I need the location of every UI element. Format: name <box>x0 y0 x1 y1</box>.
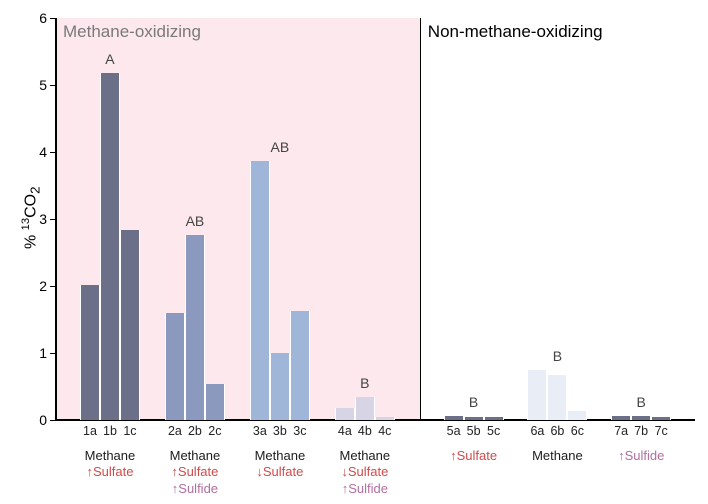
bar <box>270 353 290 420</box>
y-tick-label: 5 <box>27 77 47 93</box>
bar-category-label: 2b <box>188 424 202 438</box>
region-label-left: Methane-oxidizing <box>63 22 201 42</box>
bar-category-label: 1b <box>103 424 117 438</box>
y-tick <box>50 18 55 19</box>
bar <box>100 73 120 420</box>
bar <box>527 370 547 420</box>
group-stat-label: B <box>360 375 369 391</box>
group-desc-line: ↑Sulfide <box>340 481 391 497</box>
bar-category-label: 4b <box>358 424 372 438</box>
bar <box>80 285 100 420</box>
group-desc-line: ↑Sulfate <box>85 464 136 480</box>
y-tick-label: 4 <box>27 144 47 160</box>
y-tick-label: 0 <box>27 412 47 428</box>
bar <box>547 375 567 420</box>
bar <box>335 408 355 420</box>
y-tick-label: 1 <box>27 345 47 361</box>
bar-category-label: 7c <box>655 424 668 438</box>
group-desc-line: ↓Sulfate <box>255 464 306 480</box>
bar-category-label: 6a <box>530 424 544 438</box>
y-tick <box>50 353 55 354</box>
bar-category-label: 7a <box>614 424 628 438</box>
group-desc-line: Methane <box>532 448 583 464</box>
y-tick-label: 3 <box>27 211 47 227</box>
bar <box>567 411 587 420</box>
group-description: Methane↑Sulfate↑Sulfide <box>170 448 221 497</box>
y-axis-line <box>55 18 57 420</box>
group-description: Methane↓Sulfate↑Sulfide <box>340 448 391 497</box>
bar <box>185 235 205 420</box>
bar <box>120 230 140 420</box>
bar <box>631 416 651 420</box>
group-description: Methane <box>532 448 583 464</box>
bar-category-label: 5a <box>447 424 461 438</box>
bar-category-label: 3c <box>293 424 306 438</box>
bar-category-label: 6b <box>550 424 564 438</box>
bar-category-label: 2a <box>168 424 182 438</box>
y-tick <box>50 152 55 153</box>
bar <box>611 416 631 420</box>
bar-category-label: 5c <box>487 424 500 438</box>
group-desc-line: Methane <box>255 448 306 464</box>
bar-category-label: 3a <box>253 424 267 438</box>
bar-category-label: 3b <box>273 424 287 438</box>
bar-category-label: 1c <box>123 424 136 438</box>
group-stat-label: B <box>553 348 562 364</box>
bar <box>444 416 464 420</box>
group-description: Methane↓Sulfate <box>255 448 306 481</box>
bar-category-label: 1a <box>83 424 97 438</box>
y-tick <box>50 420 55 421</box>
y-tick <box>50 219 55 220</box>
group-description: ↑Sulfide <box>618 448 664 464</box>
bar <box>375 417 395 420</box>
bar <box>165 313 185 420</box>
bar <box>290 311 310 420</box>
y-tick <box>50 85 55 86</box>
group-stat-label: A <box>105 51 114 67</box>
bar <box>464 417 484 420</box>
group-description: Methane↑Sulfate <box>85 448 136 481</box>
bar <box>484 417 504 420</box>
y-tick-label: 6 <box>27 10 47 26</box>
group-desc-line: Methane <box>170 448 221 464</box>
group-desc-line: ↑Sulfate <box>450 448 497 464</box>
bar-category-label: 6c <box>571 424 584 438</box>
bar-category-label: 4a <box>338 424 352 438</box>
bar <box>205 384 225 420</box>
group-stat-label: B <box>637 394 646 410</box>
group-desc-line: ↓Sulfate <box>340 464 391 480</box>
group-stat-label: AB <box>271 139 290 155</box>
region-divider-line <box>420 18 422 420</box>
y-tick-label: 2 <box>27 278 47 294</box>
bar <box>651 417 671 420</box>
group-desc-line: Methane <box>340 448 391 464</box>
y-tick <box>50 286 55 287</box>
region-label-right: Non-methane-oxidizing <box>428 22 603 42</box>
group-description: ↑Sulfate <box>450 448 497 464</box>
bar-category-label: 4c <box>378 424 391 438</box>
group-desc-line: ↑Sulfide <box>170 481 221 497</box>
bar <box>355 397 375 420</box>
group-stat-label: AB <box>186 213 205 229</box>
group-desc-line: ↑Sulfide <box>618 448 664 464</box>
group-desc-line: Methane <box>85 448 136 464</box>
bar-category-label: 7b <box>634 424 648 438</box>
bar <box>250 161 270 420</box>
group-desc-line: ↑Sulfate <box>170 464 221 480</box>
group-stat-label: B <box>469 394 478 410</box>
bar-category-label: 2c <box>208 424 221 438</box>
figure-root: % 13CO2 Methane-oxidizing Non-methane-ox… <box>0 0 708 504</box>
bar-category-label: 5b <box>467 424 481 438</box>
